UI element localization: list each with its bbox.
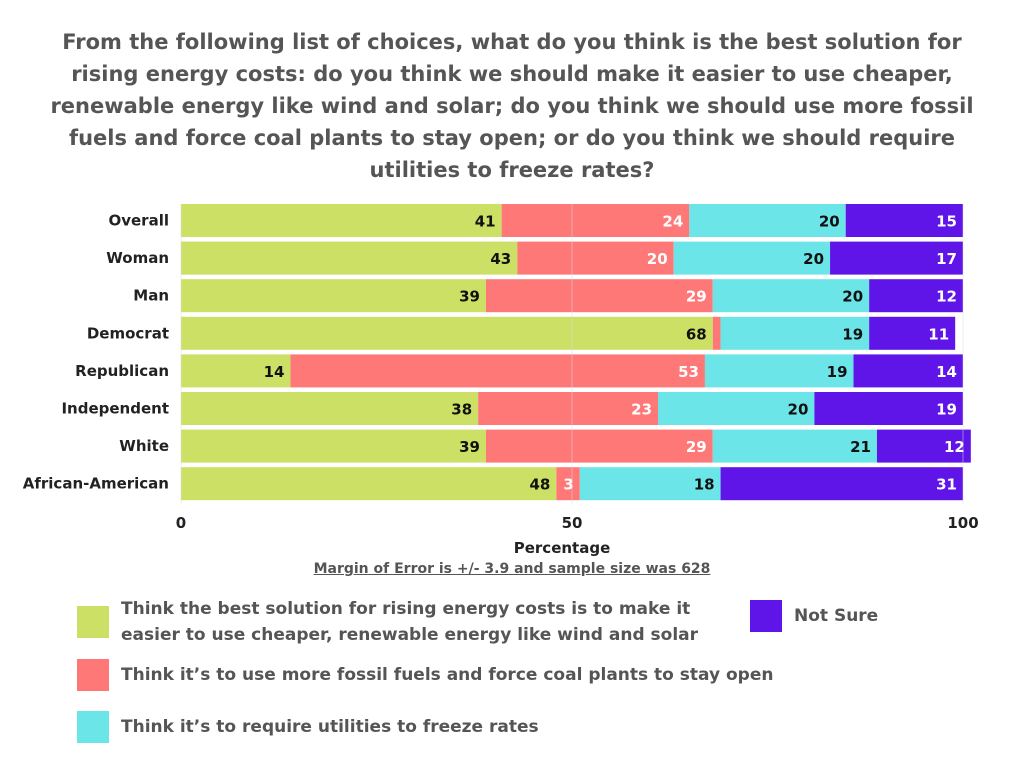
bar-segment xyxy=(658,392,815,425)
legend-item-freeze: Think it’s to require utilities to freez… xyxy=(77,711,539,743)
category-label: African-American xyxy=(23,475,169,493)
legend-item-renewable: Think the best solution for rising energ… xyxy=(77,596,737,648)
bar-segment xyxy=(181,467,557,501)
legend-item-not-sure: Not Sure xyxy=(750,600,878,632)
data-label: 17 xyxy=(936,250,957,268)
data-label: 43 xyxy=(490,250,511,268)
bar-segment xyxy=(689,204,846,237)
category-label: Overall xyxy=(108,212,169,230)
data-label: 15 xyxy=(936,213,957,231)
bar-segment xyxy=(704,354,854,388)
data-label: 19 xyxy=(827,363,848,381)
category-label: Independent xyxy=(61,400,169,418)
data-label: 18 xyxy=(694,476,715,494)
bar-segment xyxy=(501,204,690,237)
bar-segment xyxy=(556,467,580,501)
data-label: 19 xyxy=(936,401,957,419)
bar-segment xyxy=(181,429,486,463)
data-label: 41 xyxy=(475,213,496,231)
bar-segment xyxy=(478,392,659,425)
bar-segment xyxy=(876,429,971,463)
data-label: 14 xyxy=(264,363,285,381)
data-label: 20 xyxy=(788,401,809,419)
data-label: 21 xyxy=(850,438,871,456)
bar-segment xyxy=(869,279,963,313)
category-label: Woman xyxy=(106,249,169,267)
data-label: 53 xyxy=(678,363,699,381)
data-label: 14 xyxy=(936,363,957,381)
data-label: 39 xyxy=(459,438,480,456)
bar-segment xyxy=(869,316,956,350)
category-label: Republican xyxy=(75,362,169,380)
data-label: 39 xyxy=(459,288,480,306)
bar-segment xyxy=(712,279,870,313)
bar-segment xyxy=(181,354,291,388)
bar-segment xyxy=(485,429,713,463)
bar-segment xyxy=(845,204,963,237)
data-label: 29 xyxy=(686,288,707,306)
stacked-bar-chart: Overall 41 24 20 15 Woman 43 20 20 17 Man 39 29 20 12 D… xyxy=(23,204,979,557)
legend-item-fossil: Think it’s to use more fossil fuels and … xyxy=(77,659,773,691)
x-axis-label: Percentage xyxy=(514,539,611,557)
data-label: 38 xyxy=(451,401,472,419)
data-label: 20 xyxy=(819,213,840,231)
data-label: 20 xyxy=(647,250,668,268)
data-label: 48 xyxy=(529,476,550,494)
margin-of-error-note: Margin of Error is +/- 3.9 and sample si… xyxy=(313,561,711,577)
bar-segment xyxy=(830,241,963,275)
data-label: 29 xyxy=(686,438,707,456)
legend-label: Think it’s to require utilities to freez… xyxy=(121,717,539,737)
category-label: Man xyxy=(133,287,169,305)
data-label: 12 xyxy=(936,288,957,306)
bar-segment xyxy=(181,279,486,313)
x-tick-label: 100 xyxy=(947,514,978,532)
bar-segment xyxy=(673,241,831,275)
legend-label: Not Sure xyxy=(794,606,879,626)
x-tick-label: 0 xyxy=(176,514,186,532)
legend-swatch xyxy=(77,711,109,743)
legend-label: Think the best solution for rising energ… xyxy=(121,599,699,645)
data-label: 23 xyxy=(631,401,652,419)
bar-segment xyxy=(853,354,963,388)
bar-segment xyxy=(720,316,870,350)
bar-segment xyxy=(712,316,721,350)
data-label: 20 xyxy=(803,250,824,268)
data-label: 3 xyxy=(563,476,573,494)
bar-segment xyxy=(814,392,963,425)
category-label: White xyxy=(119,437,169,455)
data-label: 12 xyxy=(944,438,965,456)
data-label: 19 xyxy=(842,325,863,343)
category-label: Democrat xyxy=(87,324,169,342)
data-label: 24 xyxy=(662,213,683,231)
bar-segment xyxy=(720,467,963,501)
data-label: 11 xyxy=(928,325,949,343)
x-tick-label: 50 xyxy=(562,514,583,532)
bar-segment xyxy=(181,316,713,350)
legend-swatch xyxy=(77,606,109,638)
legend-swatch xyxy=(77,659,109,691)
bar-segment xyxy=(579,467,721,501)
bar-segment xyxy=(517,241,674,275)
bar-segment xyxy=(181,204,502,237)
legend-label: Think it’s to use more fossil fuels and … xyxy=(121,665,774,685)
data-label: 68 xyxy=(686,325,707,343)
bar-segment xyxy=(485,279,713,313)
bar-segment xyxy=(712,429,877,463)
data-label: 20 xyxy=(842,288,863,306)
legend-swatch xyxy=(750,600,782,632)
bar-segment xyxy=(181,241,518,275)
chart-title: From the following list of choices, what… xyxy=(50,30,974,182)
bar-segment xyxy=(181,392,479,425)
bar-segment xyxy=(290,354,705,388)
data-label: 31 xyxy=(936,476,957,494)
